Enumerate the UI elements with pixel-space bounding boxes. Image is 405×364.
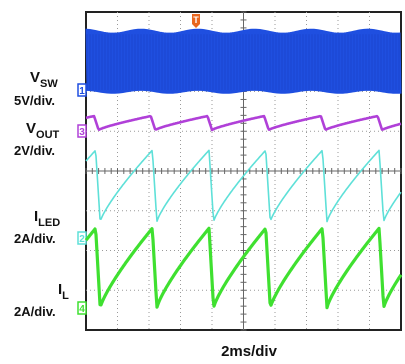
ch4-name: IL — [58, 281, 69, 302]
channel-marker-label: 2 — [79, 234, 85, 245]
channel-marker-label: 1 — [79, 86, 85, 97]
trace-ch2-waveform — [85, 149, 402, 223]
ch1-name: VSW — [30, 69, 58, 90]
ch3-name: VOUT — [26, 120, 60, 141]
trace-ch3: 3 — [77, 114, 402, 138]
ch2-name: ILED — [34, 208, 60, 229]
channel-marker-1: 1 — [77, 83, 87, 97]
ch1-scale: 5V/div. — [14, 93, 55, 108]
x-axis-label: 2ms/div — [221, 343, 278, 360]
channel-marker-label: 3 — [79, 127, 85, 138]
trace-ch4-waveform — [84, 226, 403, 310]
trigger-marker: T — [192, 14, 200, 28]
channel-marker-2: 2 — [77, 231, 87, 245]
trace-ch1: 1 — [77, 28, 402, 97]
channel-marker-4: 4 — [77, 301, 87, 315]
ch2-scale: 2A/div. — [14, 231, 56, 246]
trace-ch3-waveform — [85, 114, 402, 132]
trace-ch4: 4 — [77, 226, 403, 315]
trigger-marker-label: T — [193, 15, 199, 25]
ch3-scale: 2V/div. — [14, 143, 55, 158]
ch4-scale: 2A/div. — [14, 304, 56, 319]
channel-marker-3: 3 — [77, 124, 87, 138]
channel-marker-label: 4 — [79, 304, 85, 315]
